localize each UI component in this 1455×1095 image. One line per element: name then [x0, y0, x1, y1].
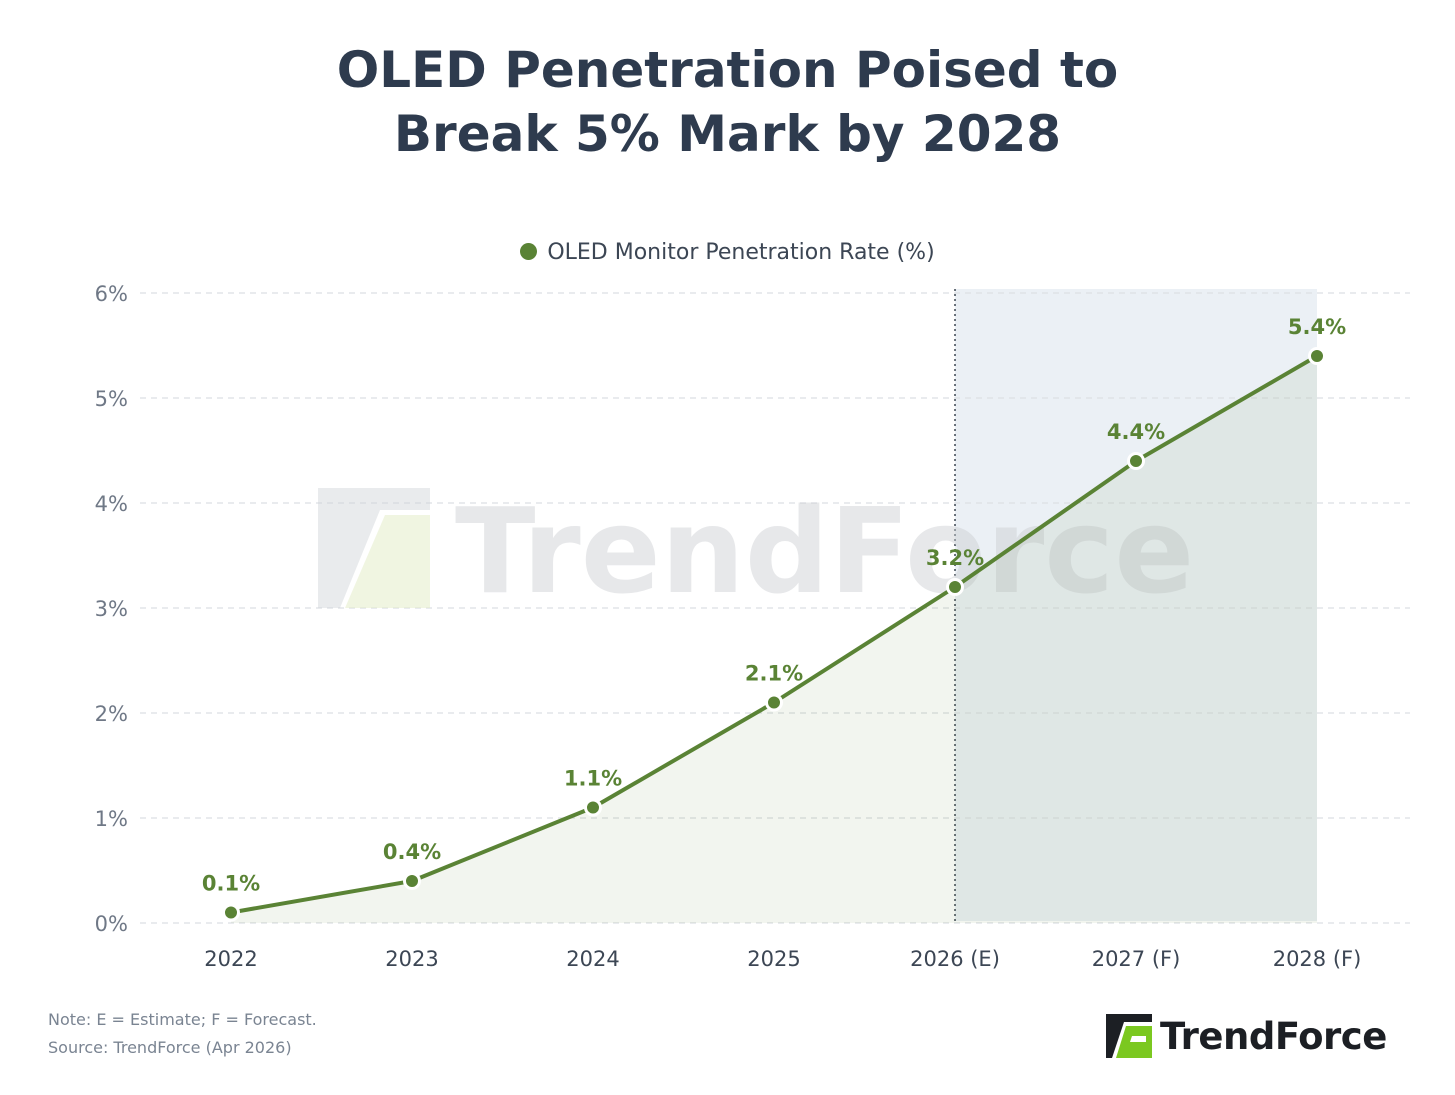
- area-layer: [231, 356, 1317, 923]
- title-line-1: OLED Penetration Poised to: [336, 41, 1119, 99]
- x-axis: 2022 2023 2024 2025 2026 (E) 2027 (F) 2028 (F): [204, 947, 1361, 971]
- line-chart: TrendForce 0.1%0.4%1.1%2.1%3.2%4.4%5.4% …: [95, 282, 1410, 971]
- brand-name: TrendForce: [1160, 1014, 1387, 1058]
- legend-label: OLED Monitor Penetration Rate (%): [547, 240, 935, 265]
- data-point: [765, 693, 783, 712]
- y-tick-label: 5%: [95, 387, 128, 411]
- x-tick-label: 2025: [747, 947, 800, 971]
- trendforce-logo-icon: [1106, 1014, 1152, 1058]
- brand-logo: TrendForce: [1106, 1010, 1387, 1062]
- y-axis: 0% 1% 2% 3% 4% 5% 6%: [95, 282, 128, 936]
- chart-title: OLED Penetration Poised to Break 5% Mark…: [0, 38, 1455, 166]
- area-fill: [231, 356, 1317, 923]
- x-tick-label: 2024: [566, 947, 619, 971]
- data-point: [584, 798, 602, 817]
- point-layer: [222, 347, 1326, 922]
- data-point: [403, 872, 421, 890]
- data-label-layer: 0.1% 0.4% 1.1% 2.1% 3.2% 4.4% 5.4%: [202, 315, 1346, 896]
- y-tick-label: 4%: [95, 492, 128, 516]
- watermark-logo-icon: [318, 488, 430, 608]
- x-tick-label: 2026 (E): [910, 947, 1000, 971]
- note-text: Note: E = Estimate; F = Forecast.: [48, 1010, 317, 1029]
- legend-marker: [520, 243, 538, 260]
- data-point: [1127, 452, 1145, 470]
- chart-legend: OLED Monitor Penetration Rate (%): [0, 240, 1455, 265]
- forecast-band-layer: [954, 289, 1317, 921]
- data-point: [222, 903, 240, 922]
- data-point: [946, 578, 964, 596]
- forecast-band: [955, 289, 1317, 921]
- y-tick-label: 3%: [95, 597, 128, 621]
- source-text: Source: TrendForce (Apr 2026): [48, 1038, 292, 1057]
- y-tick-label: 6%: [95, 282, 128, 306]
- x-tick-label: 2028 (F): [1273, 947, 1362, 971]
- data-label: 3.2%: [926, 546, 984, 570]
- y-tick-label: 1%: [95, 807, 128, 831]
- data-point: [1308, 347, 1326, 365]
- y-tick-label: 2%: [95, 702, 128, 726]
- data-label: 2.1%: [745, 662, 803, 686]
- data-label: 4.4%: [1107, 420, 1165, 444]
- data-label: 5.4%: [1288, 315, 1346, 339]
- data-label: 0.4%: [383, 840, 441, 864]
- x-tick-label: 2022: [204, 947, 257, 971]
- data-label: 1.1%: [564, 767, 622, 791]
- title-line-2: Break 5% Mark by 2028: [393, 105, 1062, 163]
- y-tick-label: 0%: [95, 912, 128, 936]
- x-tick-label: 2027 (F): [1092, 947, 1181, 971]
- data-label: 0.1%: [202, 872, 260, 896]
- x-tick-label: 2023: [385, 947, 438, 971]
